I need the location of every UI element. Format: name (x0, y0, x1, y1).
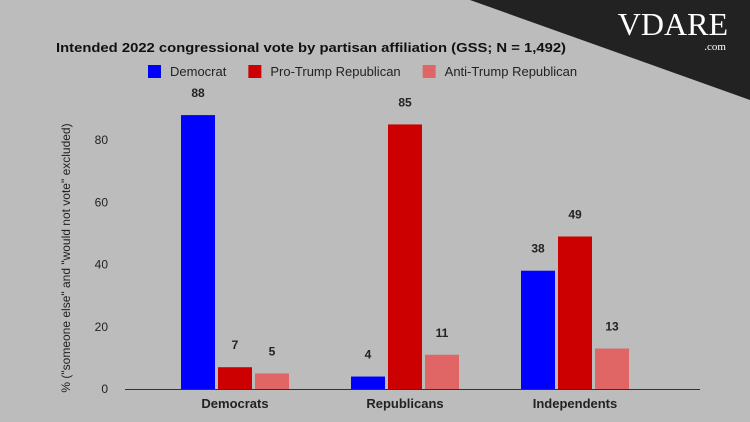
bar-republicans-1 (388, 124, 422, 389)
y-tick-label: 0 (101, 382, 108, 396)
bar-independents-1 (558, 236, 592, 389)
corner-banner (470, 0, 750, 100)
legend-label-0: Democrat (170, 64, 227, 79)
x-tick-label: Independents (533, 396, 618, 411)
bar-republicans-2 (425, 354, 459, 389)
legend-swatch-2 (422, 65, 436, 78)
bar-democrats-1 (218, 367, 252, 389)
x-tick-label: Republicans (366, 396, 443, 411)
y-tick-label: 40 (95, 258, 109, 272)
bar-independents-2 (595, 348, 629, 389)
y-axis: 0 20 40 60 80 (95, 133, 109, 396)
y-tick-label: 60 (95, 195, 109, 209)
data-label: 49 (568, 207, 582, 221)
data-label: 7 (232, 338, 239, 352)
y-tick-label: 80 (95, 133, 109, 147)
bars: 88 7 5 4 85 11 38 49 13 (181, 86, 629, 389)
x-axis: Democrats Republicans Independents (201, 396, 617, 411)
legend-swatch-0 (148, 65, 161, 78)
data-label: 88 (191, 86, 205, 100)
x-tick-label: Democrats (201, 396, 268, 411)
legend-swatch-1 (248, 65, 262, 78)
bar-independents-0 (521, 270, 555, 389)
legend-label-1: Pro-Trump Republican (270, 64, 400, 79)
y-axis-title: % ("someone else" and "would not vote" e… (59, 123, 73, 392)
legend: Democrat Pro-Trump Republican Anti-Trump R… (148, 64, 577, 79)
data-label: 38 (531, 242, 545, 256)
data-label: 5 (269, 344, 276, 358)
bar-democrats-0 (181, 115, 215, 389)
data-label: 13 (605, 320, 619, 334)
chart-title: Intended 2022 congressional vote by part… (56, 40, 566, 55)
vdare-logo: VDARE (617, 6, 728, 42)
data-label: 85 (398, 95, 412, 109)
data-label: 11 (436, 326, 449, 340)
legend-label-2: Anti-Trump Republican (445, 64, 577, 79)
vdare-logo-suffix: .com (704, 41, 726, 53)
bar-republicans-0 (351, 376, 385, 389)
bar-democrats-2 (255, 373, 289, 389)
data-label: 4 (365, 348, 372, 362)
y-tick-label: 20 (95, 320, 109, 334)
